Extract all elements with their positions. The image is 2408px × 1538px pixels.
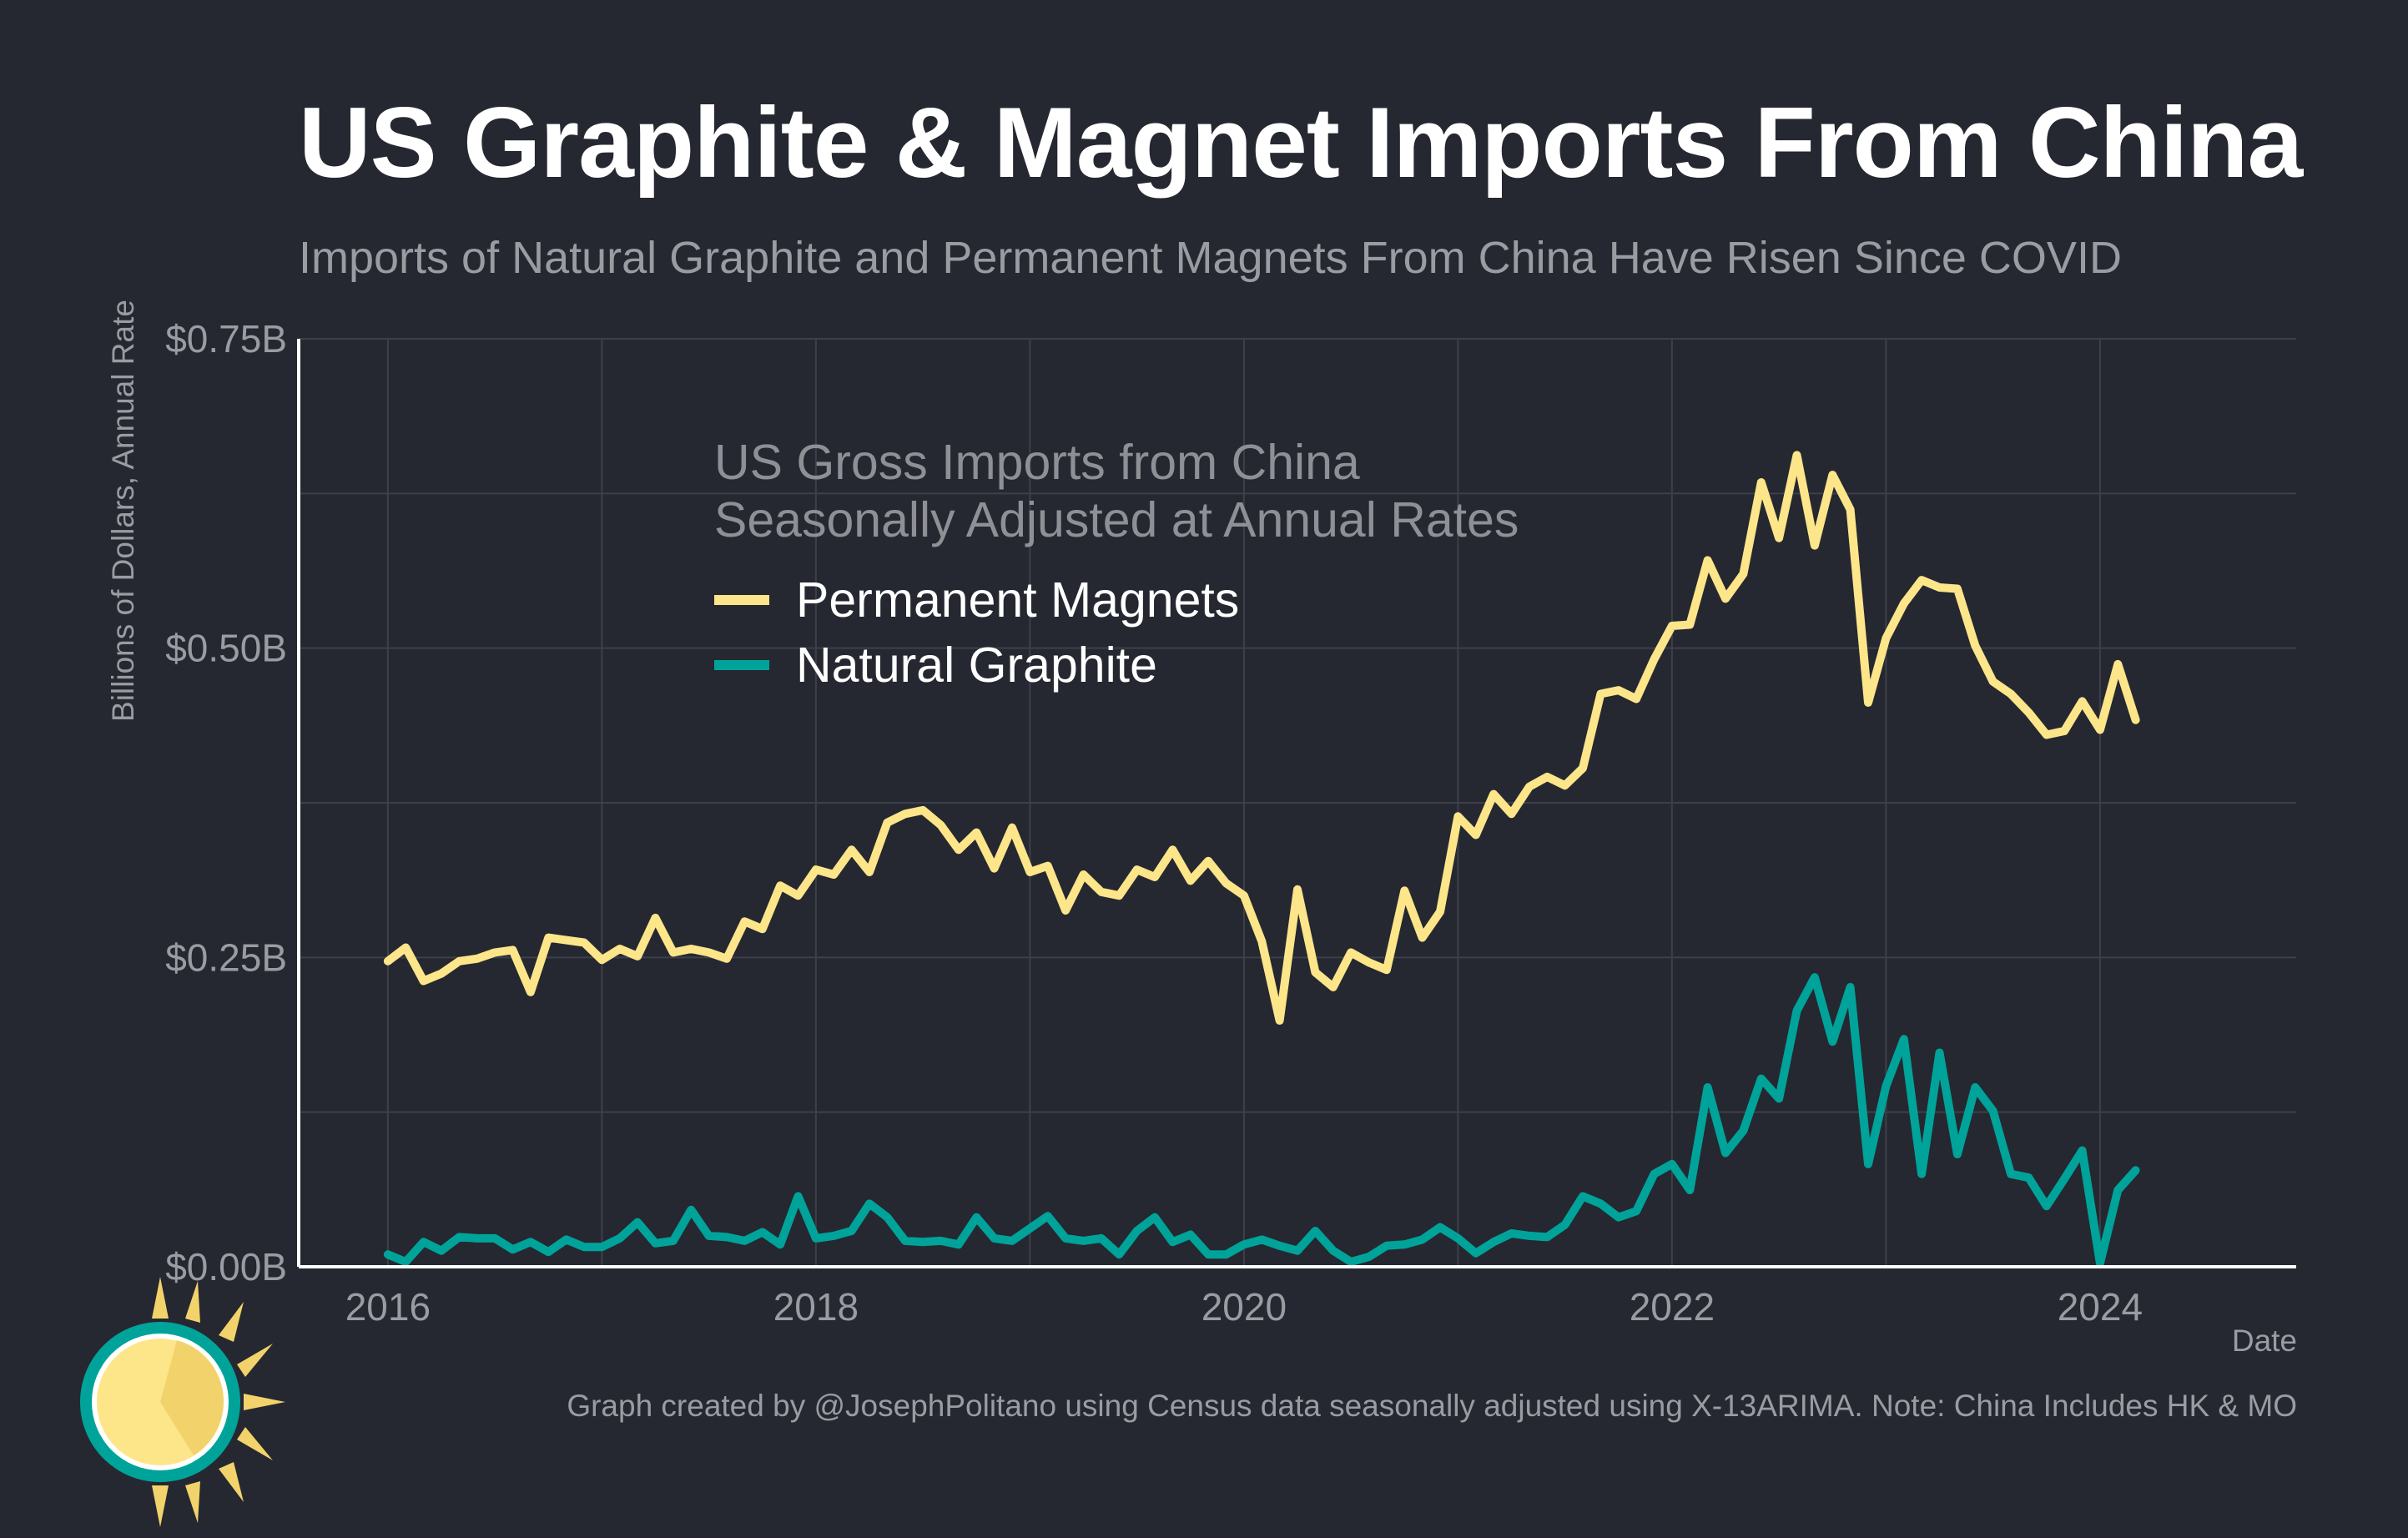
chart-subtitle: Imports of Natural Graphite and Permanen… <box>299 233 2122 283</box>
series-layer <box>383 451 2140 1268</box>
legend-item-graphite: Natural Graphite <box>714 633 1519 698</box>
x-tick-label: 2024 <box>2058 1285 2143 1329</box>
y-tick-label: $0.25B <box>165 935 287 979</box>
legend-swatch-graphite <box>714 660 769 670</box>
footer-credit: Graph created by @JosephPolitano using C… <box>567 1389 2297 1423</box>
legend-label-graphite: Natural Graphite <box>796 637 1157 693</box>
chart-title: US Graphite & Magnet Imports From China <box>299 87 2303 199</box>
y-tick-label: $0.75B <box>165 317 287 361</box>
y-tick-label: $0.50B <box>165 627 287 670</box>
x-tick-labels: 2016 2018 2020 2022 2024 <box>345 1285 2143 1329</box>
y-tick-label: $0.00B <box>165 1245 287 1288</box>
x-tick-label: 2016 <box>345 1285 431 1329</box>
series-line-permanent-magnets <box>383 451 2140 1025</box>
legend-swatch-magnets <box>714 595 769 605</box>
y-tick-labels: $0.00B $0.25B $0.50B $0.75B <box>165 317 287 1288</box>
series-line-natural-graphite <box>383 973 2140 1268</box>
y-axis-label: Billions of Dollars, Annual Rate <box>106 300 140 722</box>
x-tick-label: 2020 <box>1201 1285 1287 1329</box>
legend: US Gross Imports from China Seasonally A… <box>714 434 1519 698</box>
grid-lines <box>299 338 2296 1268</box>
x-tick-label: 2022 <box>1630 1285 1715 1329</box>
legend-item-magnets: Permanent Magnets <box>714 567 1519 633</box>
legend-label-magnets: Permanent Magnets <box>796 572 1240 628</box>
legend-heading-line1: US Gross Imports from China <box>714 435 1360 490</box>
x-axis-label: Date <box>2231 1324 2297 1358</box>
x-tick-label: 2018 <box>773 1285 859 1329</box>
sun-logo-icon <box>80 1277 285 1527</box>
legend-heading-line2: Seasonally Adjusted at Annual Rates <box>714 492 1519 547</box>
